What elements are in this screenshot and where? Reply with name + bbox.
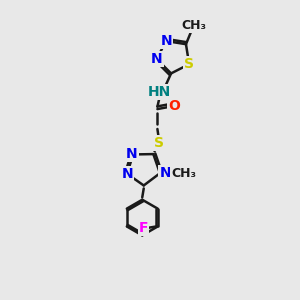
Text: HN: HN	[148, 85, 171, 99]
Text: CH₃: CH₃	[171, 167, 196, 180]
Text: N: N	[160, 166, 171, 180]
Text: F: F	[139, 221, 148, 235]
Text: CH₃: CH₃	[181, 19, 206, 32]
Text: S: S	[184, 57, 194, 71]
Text: N: N	[126, 147, 137, 161]
Text: N: N	[151, 52, 163, 66]
Text: N: N	[121, 167, 133, 181]
Text: S: S	[154, 136, 164, 150]
Text: N: N	[161, 34, 172, 48]
Text: O: O	[168, 98, 180, 112]
